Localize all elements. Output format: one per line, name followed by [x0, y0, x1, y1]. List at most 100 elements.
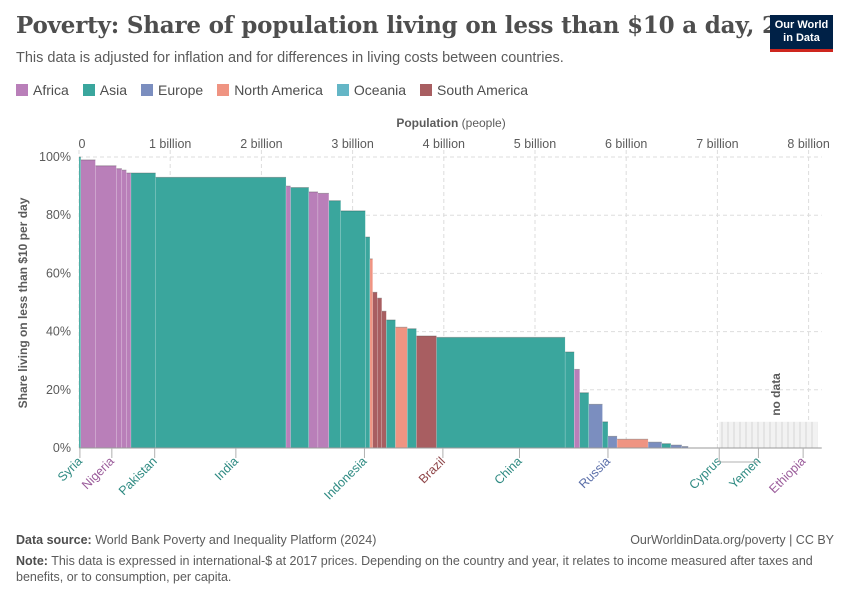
- country-label-yemen: Yemen: [726, 454, 763, 491]
- bar-europe: [647, 442, 662, 449]
- bar-north-america: [369, 258, 373, 449]
- country-label-pakistan: Pakistan: [116, 454, 160, 498]
- bar-asia: [564, 351, 575, 449]
- legend-label: Asia: [99, 82, 128, 98]
- bar-asia: [407, 328, 417, 449]
- y-tick-label: 60%: [46, 266, 71, 280]
- x-tick-label: 0: [79, 137, 86, 151]
- legend-swatch: [141, 84, 154, 96]
- bar-north-america: [616, 439, 649, 449]
- legend-swatch: [420, 84, 433, 96]
- bar-asia: [386, 319, 396, 449]
- legend-swatch: [217, 84, 230, 96]
- no-data-label: no data: [769, 373, 783, 416]
- x-axis-title: Population (people): [396, 116, 505, 130]
- bar-asia: [436, 337, 566, 449]
- bar-asia: [130, 172, 156, 449]
- bar-asia: [328, 200, 341, 449]
- x-axis-title-unit: (people): [462, 116, 506, 130]
- country-label-russia: Russia: [576, 454, 613, 491]
- bar-africa: [574, 369, 580, 449]
- note: Note: This data is expressed in internat…: [16, 553, 816, 585]
- x-tick-label: 4 billion: [423, 137, 465, 151]
- x-tick-label: 5 billion: [514, 137, 556, 151]
- bar-south-america: [372, 292, 378, 449]
- bar-africa: [126, 172, 132, 449]
- legend-swatch: [16, 84, 28, 96]
- x-tick-label: 3 billion: [331, 137, 373, 151]
- no-data-area: no data: [719, 373, 818, 448]
- bar-south-america: [377, 297, 382, 449]
- legend-label: Europe: [158, 82, 204, 98]
- logo-line-2: in Data: [783, 32, 820, 44]
- label-bracket: [718, 458, 759, 463]
- bar-africa: [317, 193, 330, 449]
- legend-swatch: [82, 84, 95, 96]
- marimekko-chart: Population (people) Share living on less…: [16, 116, 830, 502]
- legend-label: Oceania: [353, 82, 407, 98]
- y-tick-label: 80%: [46, 208, 71, 222]
- bar-south-america: [416, 335, 437, 449]
- source-text[interactable]: World Bank Poverty and Inequality Platfo…: [95, 533, 377, 547]
- y-tick-label: 100%: [39, 150, 71, 164]
- x-tick-label: 2 billion: [240, 137, 282, 151]
- legend: Africa Asia Europe North America Oceania…: [16, 82, 528, 98]
- x-tick-label: 6 billion: [605, 137, 647, 151]
- bar-asia: [579, 392, 589, 449]
- x-axis-title-bold: Population: [396, 116, 458, 130]
- bar-africa: [95, 165, 117, 449]
- source-line: Data source: World Bank Poverty and Ineq…: [16, 533, 376, 547]
- country-label-ethiopia: Ethiopia: [766, 454, 808, 496]
- bar-africa: [308, 191, 319, 449]
- bar-asia: [290, 187, 309, 449]
- y-tick-label: 40%: [46, 325, 71, 339]
- y-tick-label: 20%: [46, 383, 71, 397]
- bar-africa: [116, 168, 123, 449]
- legend-item-south-america[interactable]: South America: [420, 82, 528, 98]
- country-label-cyprus: Cyprus: [686, 454, 724, 492]
- bar-asia: [365, 236, 371, 449]
- bar-north-america: [395, 327, 408, 449]
- bar-asia: [661, 443, 672, 449]
- x-tick-label: 8 billion: [787, 137, 829, 151]
- bar-asia: [602, 421, 609, 449]
- legend-item-asia[interactable]: Asia: [82, 82, 128, 98]
- chart-subtitle: This data is adjusted for inflation and …: [16, 50, 564, 66]
- legend-item-europe[interactable]: Europe: [141, 82, 203, 98]
- axes: 0% 20% 40% 60% 80% 100% 0 1 billion 2 billion 3 b…: [39, 137, 830, 455]
- legend-item-africa[interactable]: Africa: [16, 82, 69, 98]
- bar-europe: [588, 404, 603, 449]
- owid-logo[interactable]: Our World in Data: [770, 15, 833, 52]
- source-label: Data source:: [16, 533, 92, 547]
- chart-title: Poverty: Share of population living on l…: [16, 12, 826, 39]
- legend-label: North America: [234, 82, 323, 98]
- bar-africa: [121, 169, 127, 449]
- bar-asia: [340, 210, 366, 449]
- country-label-indonesia: Indonesia: [321, 454, 369, 502]
- url-license[interactable]: OurWorldinData.org/poverty | CC BY: [630, 533, 834, 547]
- bar-africa: [80, 159, 96, 449]
- logo-line-1: Our World: [774, 19, 829, 31]
- bar-africa: [285, 185, 291, 449]
- bar-south-america: [381, 311, 387, 449]
- country-label-india: India: [212, 454, 241, 483]
- y-tick-label: 0%: [53, 441, 71, 455]
- legend-item-oceania[interactable]: Oceania: [336, 82, 407, 98]
- legend-label: Africa: [33, 82, 69, 98]
- bars: [78, 156, 689, 449]
- legend-item-north-america[interactable]: North America: [217, 82, 323, 98]
- country-label-brazil: Brazil: [416, 454, 448, 486]
- country-label-nigeria: Nigeria: [79, 454, 117, 492]
- y-axis-title: Share living on less than $10 per day: [16, 197, 30, 408]
- bar-europe: [607, 436, 618, 449]
- country-label-china: China: [492, 454, 525, 487]
- note-text: This data is expressed in international-…: [16, 554, 813, 584]
- bar-asia: [155, 177, 287, 449]
- x-tick-label: 1 billion: [149, 137, 191, 151]
- bar-asia: [78, 156, 81, 449]
- legend-label: South America: [437, 82, 529, 98]
- note-label: Note:: [16, 554, 48, 568]
- x-tick-label: 7 billion: [696, 137, 738, 151]
- no-data-block: [719, 421, 818, 448]
